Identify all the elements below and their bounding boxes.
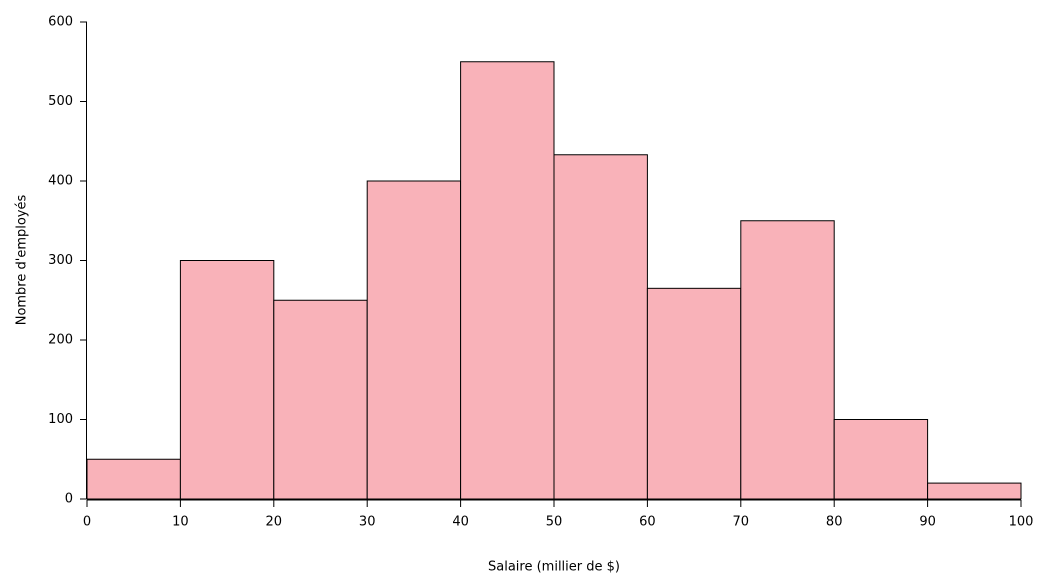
x-tick-label: 70 <box>733 515 750 530</box>
y-tick-label: 300 <box>48 253 73 268</box>
bar <box>927 482 1022 500</box>
y-tick-label: 500 <box>48 94 73 109</box>
bar <box>740 220 835 500</box>
bar <box>460 61 555 500</box>
y-tick-label: 100 <box>48 412 73 427</box>
x-tick-label: 40 <box>452 515 469 530</box>
y-tick-label: 400 <box>48 174 73 189</box>
bar <box>833 419 929 500</box>
bar <box>273 299 368 500</box>
x-tick-label: 60 <box>639 515 656 530</box>
x-axis-label: Salaire (millier de $) <box>488 560 620 575</box>
bar <box>646 287 742 500</box>
bar <box>86 458 181 500</box>
x-tick-label: 90 <box>919 515 936 530</box>
y-axis-label: Nombre d'employés <box>15 195 30 326</box>
y-tick-label: 200 <box>48 333 73 348</box>
x-tick-label: 10 <box>172 515 189 530</box>
x-tick-label: 30 <box>359 515 376 530</box>
x-tick-label: 100 <box>1009 515 1034 530</box>
y-tick-label: 600 <box>48 15 73 30</box>
x-tick-label: 80 <box>826 515 843 530</box>
bar <box>179 260 275 500</box>
x-tick-label: 50 <box>546 515 563 530</box>
y-tick-label: 0 <box>65 492 73 507</box>
x-tick-label: 0 <box>83 515 91 530</box>
bar <box>553 154 648 500</box>
x-tick-label: 20 <box>266 515 283 530</box>
bar <box>366 180 462 500</box>
